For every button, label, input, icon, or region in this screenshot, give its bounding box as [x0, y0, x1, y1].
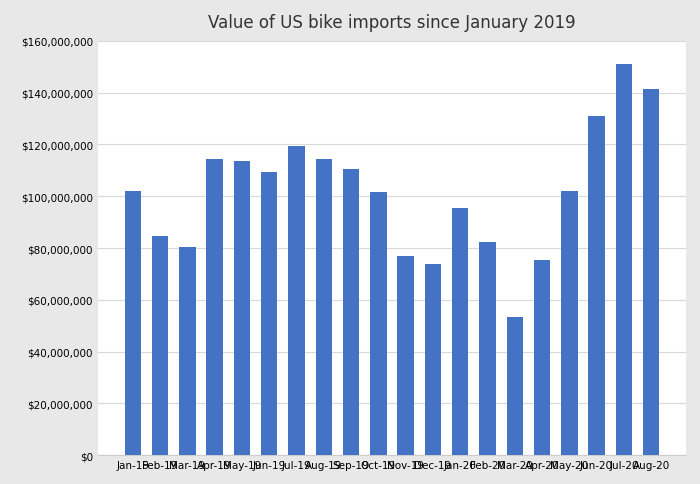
- Title: Value of US bike imports since January 2019: Value of US bike imports since January 2…: [208, 14, 576, 32]
- Bar: [234, 162, 250, 455]
- Bar: [480, 242, 496, 455]
- Bar: [398, 256, 414, 455]
- Bar: [206, 159, 223, 455]
- Bar: [370, 193, 386, 455]
- Bar: [152, 237, 168, 455]
- Bar: [343, 170, 359, 455]
- Bar: [507, 317, 523, 455]
- Bar: [179, 247, 195, 455]
- Bar: [643, 90, 659, 455]
- Bar: [316, 159, 332, 455]
- Bar: [589, 117, 605, 455]
- Bar: [561, 192, 577, 455]
- Bar: [425, 264, 441, 455]
- Bar: [125, 192, 141, 455]
- Bar: [261, 172, 277, 455]
- Bar: [616, 65, 632, 455]
- Bar: [452, 209, 468, 455]
- Bar: [288, 146, 304, 455]
- Bar: [534, 260, 550, 455]
